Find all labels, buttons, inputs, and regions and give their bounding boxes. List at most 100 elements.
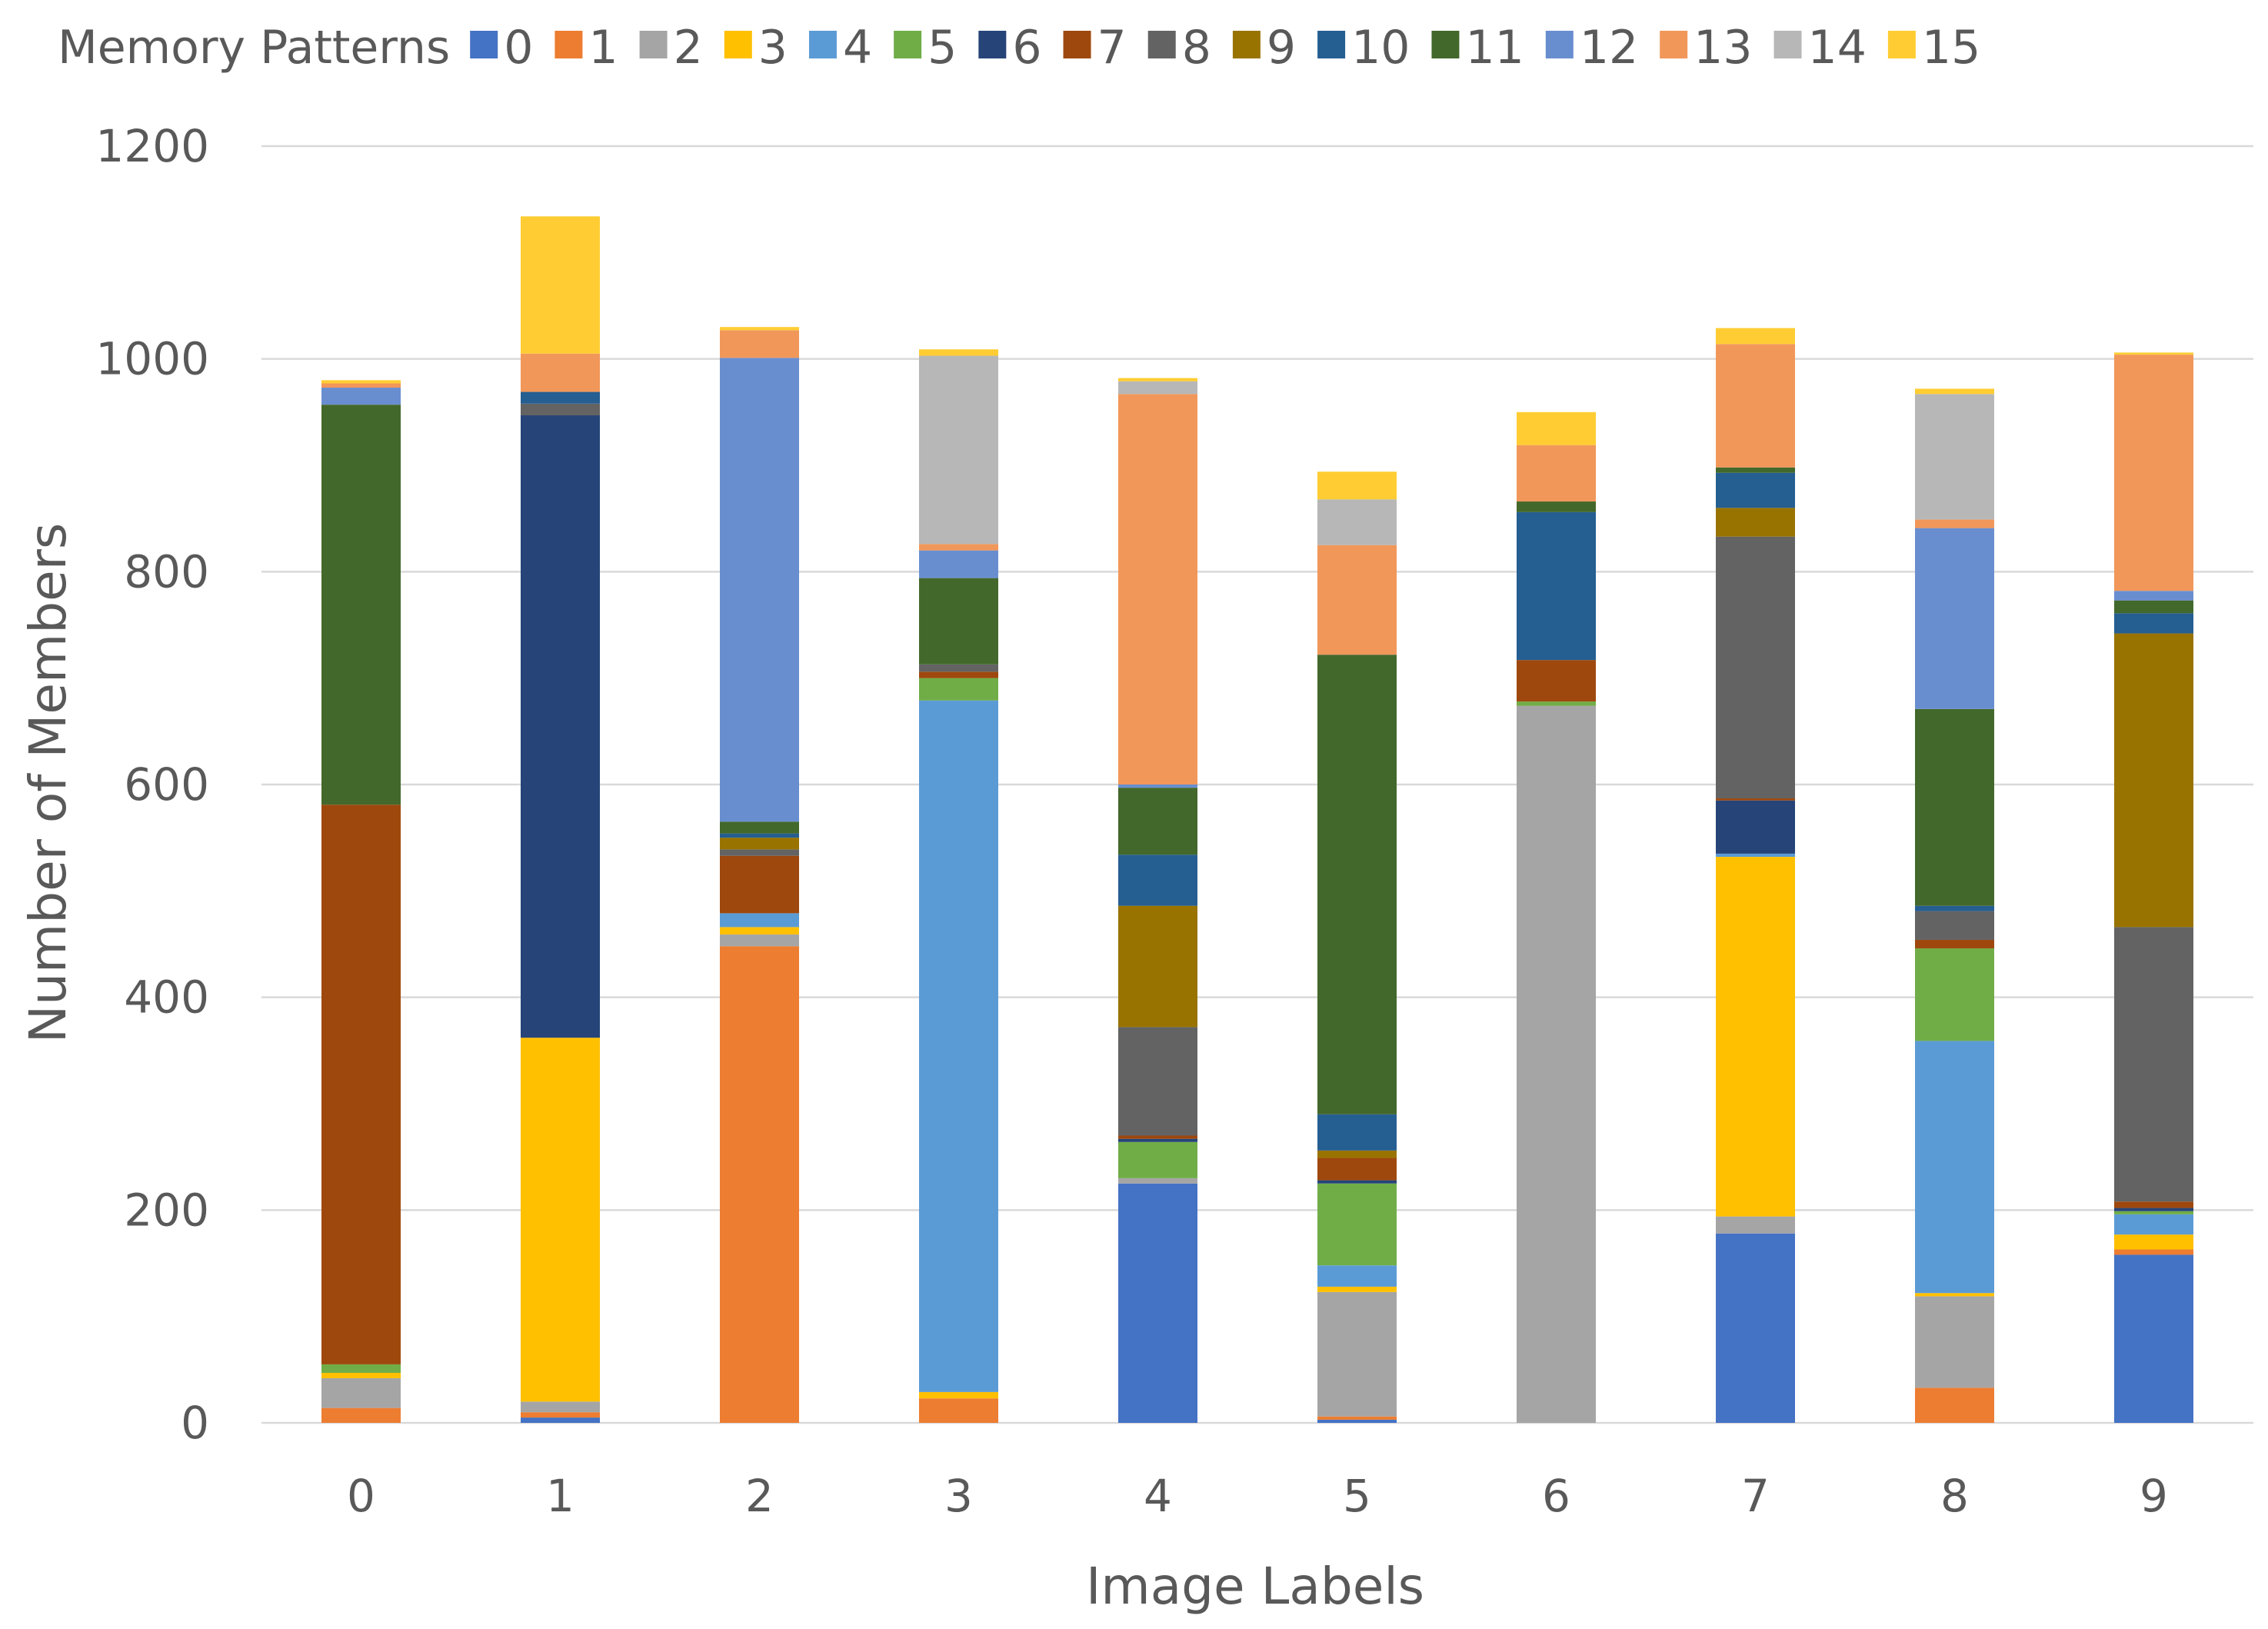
bar-segment-label6-pattern11 [1517,501,1596,512]
bar-segment-label2-pattern12 [720,358,799,822]
bar-segment-label1-pattern13 [521,353,600,392]
y-axis-title: Number of Members [18,523,78,1044]
x-tick-3: 3 [944,1470,973,1522]
x-tick-2: 2 [745,1470,774,1522]
legend: Memory Patterns 0 1 2 3 4 5 6 7 8 9 10 11 12 13 14 15 [58,21,1980,75]
bar-segment-label9-pattern13 [2114,355,2193,591]
legend-swatch-7 [1063,31,1091,58]
bar-segment-label8-pattern4 [1915,1041,1994,1294]
legend-swatch-15 [1887,31,1916,58]
y-tick-200: 200 [124,1184,209,1236]
bar-segment-label1-pattern2 [521,1401,600,1413]
bar-segment-label5-pattern4 [1317,1265,1397,1287]
bar-segment-label2-pattern2 [720,934,799,947]
bar-segment-label9-pattern7 [2114,1201,2193,1208]
bar-segment-label8-pattern13 [1915,519,1994,528]
bar-segment-label8-pattern2 [1915,1296,1994,1388]
legend-swatch-2 [639,31,668,58]
bar-segment-label4-pattern6 [1118,1138,1197,1142]
bar-segment-label9-pattern9 [2114,633,2193,928]
bar-segment-label9-pattern12 [2114,591,2193,601]
bar-segment-label0-pattern2 [321,1377,401,1408]
legend-label-10: 10 [1351,21,1410,75]
bar-segment-label8-pattern5 [1915,948,1994,1041]
y-tick-600: 600 [124,758,209,811]
legend-label-5: 5 [928,21,957,75]
bar-segment-label3-pattern15 [919,349,998,356]
bar-segment-label8-pattern12 [1915,528,1994,709]
legend-title: Memory Patterns [58,21,450,75]
bar-segment-label7-pattern11 [1716,467,1795,473]
bar-segment-label7-pattern8 [1716,536,1795,798]
bar-segment-label5-pattern14 [1317,499,1397,545]
bar-segment-label7-pattern9 [1716,508,1795,537]
bar-segment-label6-pattern7 [1517,660,1596,702]
legend-swatch-14 [1773,31,1802,58]
x-tick-6: 6 [1542,1470,1570,1522]
bar-segment-label8-pattern7 [1915,939,1994,949]
bar-segment-label6-pattern15 [1517,411,1596,445]
bar-segment-label3-pattern8 [919,664,998,672]
bar-stack-3 [919,349,998,1423]
bar-stack-5 [1317,471,1397,1423]
bar-segment-label7-pattern10 [1716,472,1795,508]
legend-label-1: 1 [588,21,618,75]
bar-stack-1 [521,216,600,1423]
legend-swatch-9 [1232,31,1261,58]
bar-segment-label8-pattern8 [1915,911,1994,940]
legend-swatch-0 [470,31,498,58]
bar-segment-label9-pattern3 [2114,1234,2193,1250]
bar-segment-label4-pattern10 [1118,854,1197,906]
bar-segment-label4-pattern2 [1118,1178,1197,1184]
bar-segment-label2-pattern8 [720,849,799,856]
bar-segment-label4-pattern15 [1118,378,1197,381]
bar-segment-label1-pattern3 [521,1038,600,1402]
bar-segment-label6-pattern2 [1517,705,1596,1423]
bar-segment-label3-pattern3 [919,1391,998,1399]
bar-segment-label3-pattern12 [919,550,998,578]
bar-segment-label3-pattern14 [919,355,998,545]
bar-segment-label8-pattern11 [1915,708,1994,906]
bar-segment-label6-pattern10 [1517,511,1596,661]
legend-label-14: 14 [1808,21,1867,75]
bar-segment-label9-pattern15 [2114,352,2193,355]
bar-segment-label2-pattern7 [720,855,799,914]
bar-segment-label2-pattern13 [720,330,799,358]
bar-segment-label5-pattern7 [1317,1158,1397,1181]
bar-segment-label1-pattern15 [521,216,600,354]
legend-swatch-1 [555,31,583,58]
legend-label-6: 6 [1012,21,1041,75]
x-tick-1: 1 [546,1470,574,1522]
bar-segment-label9-pattern5 [2114,1211,2193,1214]
bar-segment-label5-pattern6 [1317,1180,1397,1184]
bar-segment-label1-pattern1 [521,1412,600,1418]
bar-segment-label4-pattern8 [1118,1027,1197,1136]
legend-label-3: 3 [758,21,788,75]
bar-segment-label2-pattern9 [720,838,799,850]
bar-segment-label5-pattern9 [1317,1150,1397,1158]
bar-segment-label7-pattern6 [1716,800,1795,854]
bar-segment-label2-pattern4 [720,913,799,928]
bar-stack-6 [1517,411,1596,1423]
y-tick-labels: 0 200 400 600 800 1000 1200 [95,120,209,1449]
legend-label-11: 11 [1465,21,1524,75]
bar-segment-label5-pattern10 [1317,1114,1397,1151]
legend-label-0: 0 [504,21,533,75]
bar-segment-label5-pattern1 [1317,1416,1397,1420]
bar-segment-label9-pattern11 [2114,600,2193,614]
bar-segment-label1-pattern8 [521,403,600,415]
y-tick-1000: 1000 [95,333,209,385]
x-tick-7: 7 [1741,1470,1770,1522]
y-tick-400: 400 [124,971,209,1024]
legend-swatch-5 [894,31,922,58]
bar-segment-label0-pattern3 [321,1372,401,1378]
bar-segment-label0-pattern7 [321,805,401,1364]
bar-segment-label7-pattern13 [1716,344,1795,468]
x-tick-labels: 0 1 2 3 4 5 6 7 8 9 [347,1470,2168,1522]
legend-label-4: 4 [843,21,872,75]
bar-segment-label5-pattern5 [1317,1183,1397,1266]
bar-segment-label9-pattern8 [2114,927,2193,1202]
bar-segment-label1-pattern0 [521,1417,600,1423]
legend-label-15: 15 [1922,21,1980,75]
